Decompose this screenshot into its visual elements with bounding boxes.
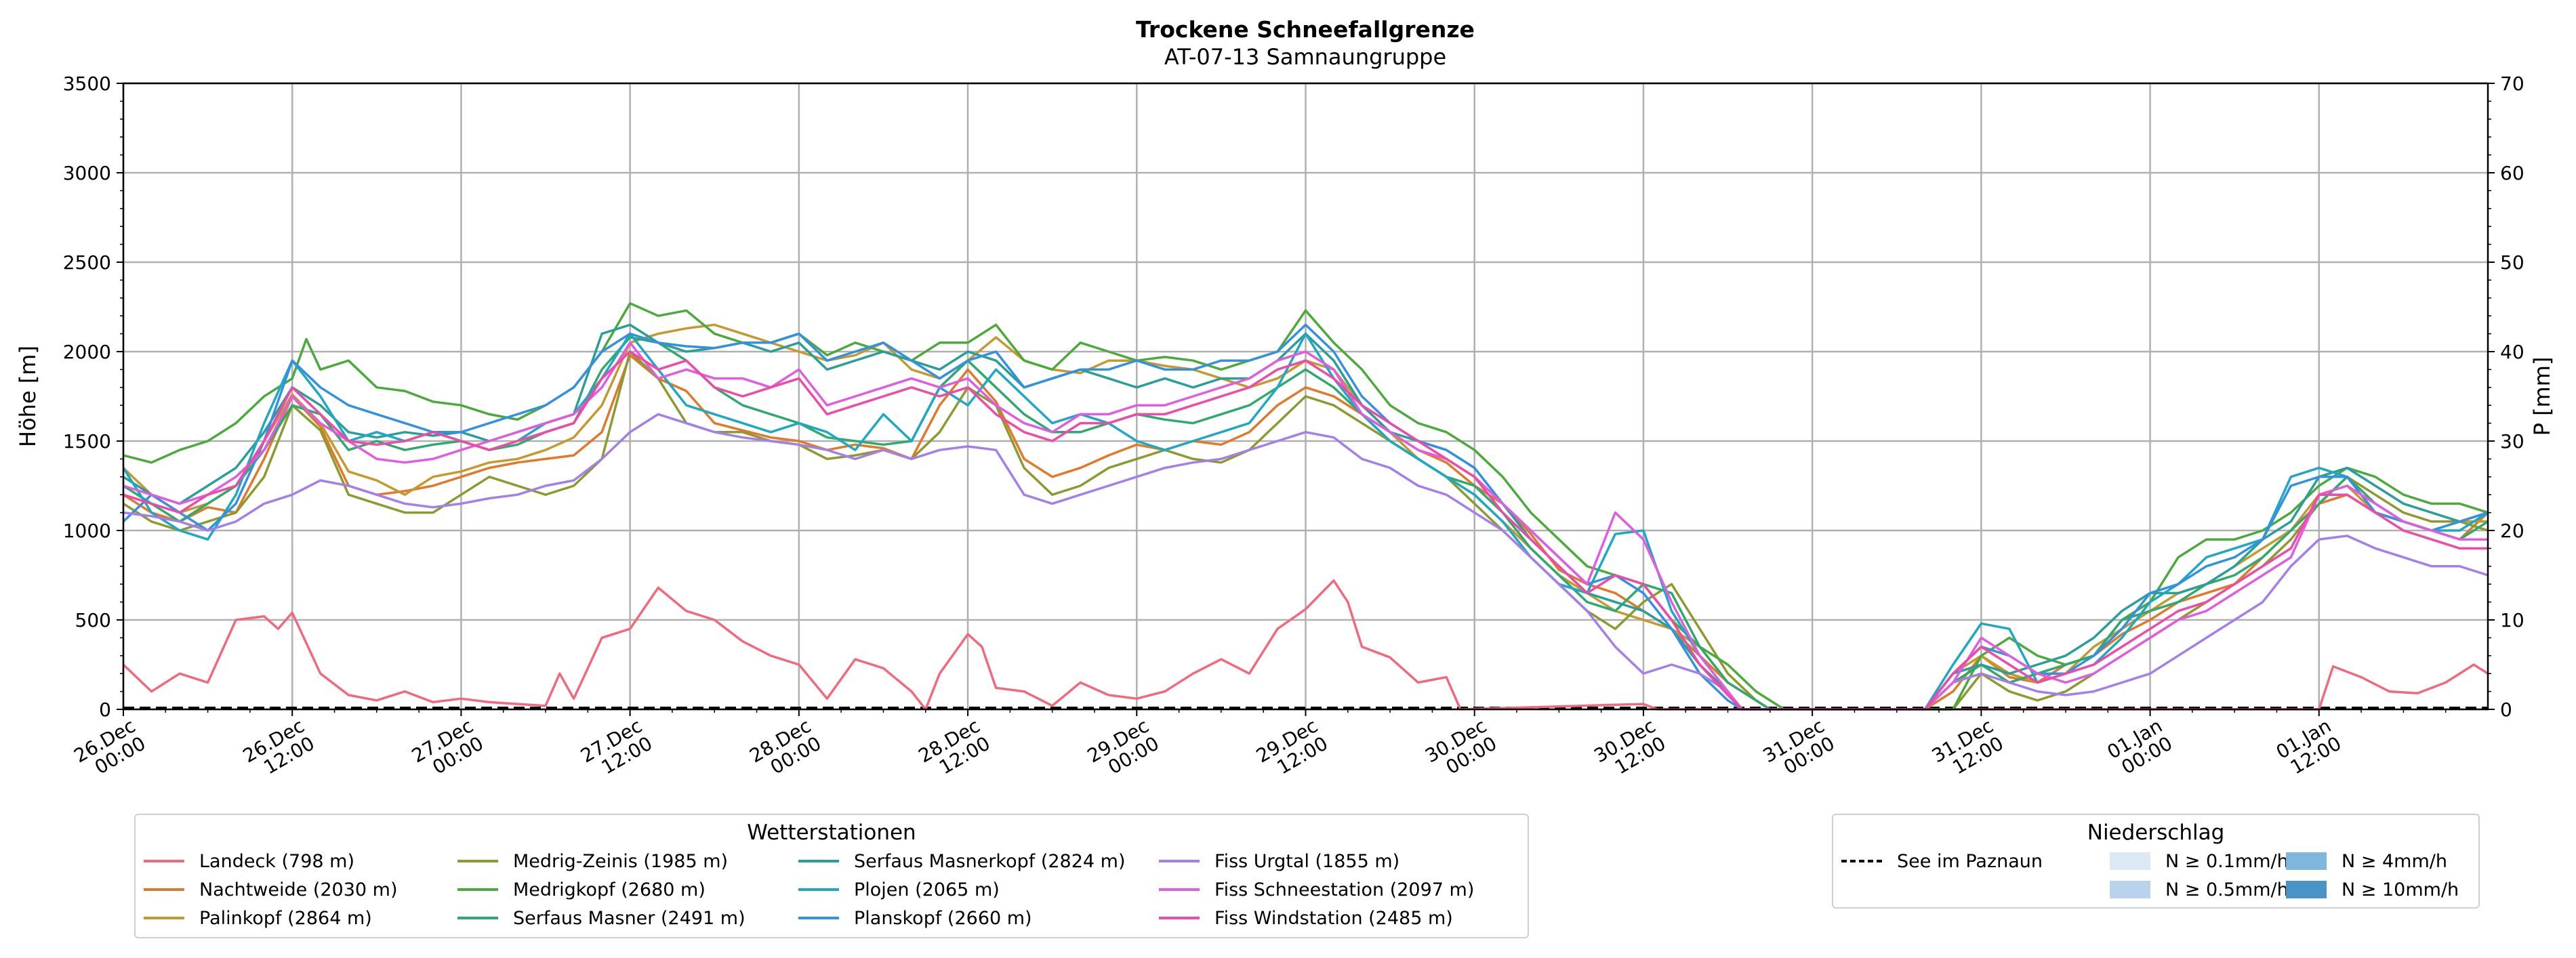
legend-patch xyxy=(2110,880,2150,898)
series-line-fiss-urgtal-1855-m xyxy=(123,413,2489,711)
legend-entry-planskopf-2660-m: Planskopf (2660 m) xyxy=(798,907,1032,930)
legend-swatch xyxy=(144,916,184,919)
legend-swatch xyxy=(1159,859,1200,862)
y-tick-label-right: 0 xyxy=(2500,699,2512,721)
legend-patch xyxy=(2286,880,2327,898)
legend-entry-serfaus-masner-2491-m: Serfaus Masner (2491 m) xyxy=(457,907,745,930)
legend-swatch xyxy=(798,888,839,891)
legend-label: N ≥ 10mm/h xyxy=(2342,879,2459,900)
legend-entry-landeck-798-m: Landeck (798 m) xyxy=(144,850,354,873)
y-tick-label: 3000 xyxy=(63,162,111,184)
y-tick-label: 0 xyxy=(99,699,111,721)
y-tick-label: 500 xyxy=(75,609,111,631)
y-tick-label-right: 30 xyxy=(2500,430,2524,453)
y-tick-label-right: 10 xyxy=(2500,609,2524,631)
legend-entry-fiss-urgtal-1855-m: Fiss Urgtal (1855 m) xyxy=(1159,850,1399,873)
x-tick-label: 31.Dec00:00 xyxy=(1759,714,1839,785)
station-legend: Wetterstationen Landeck (798 m) Nachtweid… xyxy=(134,814,1529,938)
y-tick-label-right: 20 xyxy=(2500,520,2524,542)
legend-swatch xyxy=(457,888,498,891)
legend-label: Fiss Schneestation (2097 m) xyxy=(1214,879,1475,900)
x-tick-label: 27.Dec12:00 xyxy=(577,714,656,785)
legend-patch xyxy=(2110,852,2150,870)
legend-entry-precip-1: N ≥ 0.1mm/h xyxy=(2110,850,2289,873)
legend-label: Medrigkopf (2680 m) xyxy=(513,879,706,900)
legend-entry-medrigkopf-2680-m: Medrigkopf (2680 m) xyxy=(457,879,706,902)
series-line-fiss-schneestation-2097-m xyxy=(123,341,2488,711)
legend-label: Fiss Windstation (2485 m) xyxy=(1214,908,1453,929)
legend-label: Serfaus Masner (2491 m) xyxy=(513,908,745,929)
legend-patch xyxy=(2286,852,2327,870)
legend-swatch xyxy=(798,859,839,862)
legend-entry-see-im-paznaun: See im Paznaun xyxy=(1841,850,2043,873)
y-tick-label: 3500 xyxy=(63,72,111,95)
axes: 0 0 500 10 1000 20 1500 30 2000 40 2500 50 3000 60 350… xyxy=(63,72,2524,785)
x-tick-label: 31.Dec12:00 xyxy=(1928,714,2007,785)
legend-entry-precip-4: N ≥ 10mm/h xyxy=(2286,879,2459,902)
x-tick-label: 30.Dec12:00 xyxy=(1590,714,1669,785)
legend-label: See im Paznaun xyxy=(1897,851,2043,872)
precip-legend-title: Niederschlag xyxy=(2087,820,2225,845)
station-legend-title: Wetterstationen xyxy=(747,820,916,845)
x-tick-label: 29.Dec12:00 xyxy=(1252,714,1332,785)
y-tick-label: 2500 xyxy=(63,251,111,274)
legend-swatch xyxy=(1159,916,1200,919)
y-tick-label: 1500 xyxy=(63,430,111,453)
legend-swatch-dashed xyxy=(1841,859,1882,862)
legend-swatch xyxy=(1159,888,1200,891)
legend-swatch xyxy=(457,859,498,862)
legend-label: Nachtweide (2030 m) xyxy=(199,879,398,900)
x-tick-label: 01.Jan00:00 xyxy=(2104,714,2176,780)
y-axis-label-right: P [mm] xyxy=(2529,357,2555,436)
x-tick-label: 26.Dec12:00 xyxy=(239,714,319,785)
y-tick-label: 2000 xyxy=(63,341,111,363)
legend-entry-nachtweide-2030-m: Nachtweide (2030 m) xyxy=(144,879,397,902)
x-tick-label: 26.Dec00:00 xyxy=(70,714,150,785)
x-tick-label: 01.Jan12:00 xyxy=(2272,714,2345,780)
legend-entry-medrig-zeinis-1985-m: Medrig-Zeinis (1985 m) xyxy=(457,850,728,873)
legend-label: Fiss Urgtal (1855 m) xyxy=(1214,851,1400,872)
y-tick-label-right: 60 xyxy=(2500,162,2524,184)
legend-entry-serfaus-masnerkopf-2824-m: Serfaus Masnerkopf (2824 m) xyxy=(798,850,1125,873)
legend-entry-fiss-windstation-2485-m: Fiss Windstation (2485 m) xyxy=(1159,907,1453,930)
precip-legend: Niederschlag See im Paznaun N ≥ 0.1mm/h N… xyxy=(1832,814,2480,909)
legend-swatch xyxy=(798,916,839,919)
legend-label: N ≥ 0.1mm/h xyxy=(2165,851,2289,872)
series-line-planskopf-2660-m xyxy=(122,323,2489,711)
y-axis-label: Höhe [m] xyxy=(15,346,41,447)
y-tick-label-right: 50 xyxy=(2500,251,2524,274)
x-tick-label: 28.Dec12:00 xyxy=(915,714,994,785)
legend-label: Medrig-Zeinis (1985 m) xyxy=(513,851,729,872)
legend-swatch xyxy=(457,916,498,919)
legend-label: Palinkopf (2864 m) xyxy=(199,908,372,929)
x-tick-label: 30.Dec00:00 xyxy=(1421,714,1500,785)
series-line-landeck-798-m xyxy=(122,579,2489,711)
series-layer xyxy=(122,301,2489,711)
x-tick-label: 28.Dec00:00 xyxy=(745,714,825,785)
legend-label: Planskopf (2660 m) xyxy=(854,908,1032,929)
series-line-nachtweide-2030-m xyxy=(123,354,2489,711)
legend-entry-precip-3: N ≥ 0.5mm/h xyxy=(2110,879,2289,902)
legend-entry-palinkopf-2864-m: Palinkopf (2864 m) xyxy=(144,907,372,930)
x-tick-label: 27.Dec00:00 xyxy=(408,714,487,785)
legend-label: Serfaus Masnerkopf (2824 m) xyxy=(854,851,1126,872)
x-tick-label: 29.Dec00:00 xyxy=(1084,714,1163,785)
legend-swatch xyxy=(144,888,184,891)
chart-subtitle: AT-07-13 Samnaungruppe xyxy=(1164,44,1446,70)
legend-swatch xyxy=(144,859,184,862)
legend-entry-precip-2: N ≥ 4mm/h xyxy=(2286,850,2447,873)
legend-label: N ≥ 0.5mm/h xyxy=(2165,879,2289,900)
y-tick-label-right: 40 xyxy=(2500,341,2524,363)
y-tick-label: 1000 xyxy=(63,520,111,542)
series-line-fiss-windstation-2485-m xyxy=(123,350,2488,711)
chart-title: Trockene Schneefallgrenze xyxy=(1136,16,1475,43)
legend-label: N ≥ 4mm/h xyxy=(2342,851,2447,872)
legend-entry-fiss-schneestation-2097-m: Fiss Schneestation (2097 m) xyxy=(1159,879,1474,902)
legend-entry-plojen-2065-m: Plojen (2065 m) xyxy=(798,879,1000,902)
legend-label: Plojen (2065 m) xyxy=(854,879,1000,900)
legend-label: Landeck (798 m) xyxy=(199,851,354,872)
y-tick-label-right: 70 xyxy=(2500,72,2524,95)
